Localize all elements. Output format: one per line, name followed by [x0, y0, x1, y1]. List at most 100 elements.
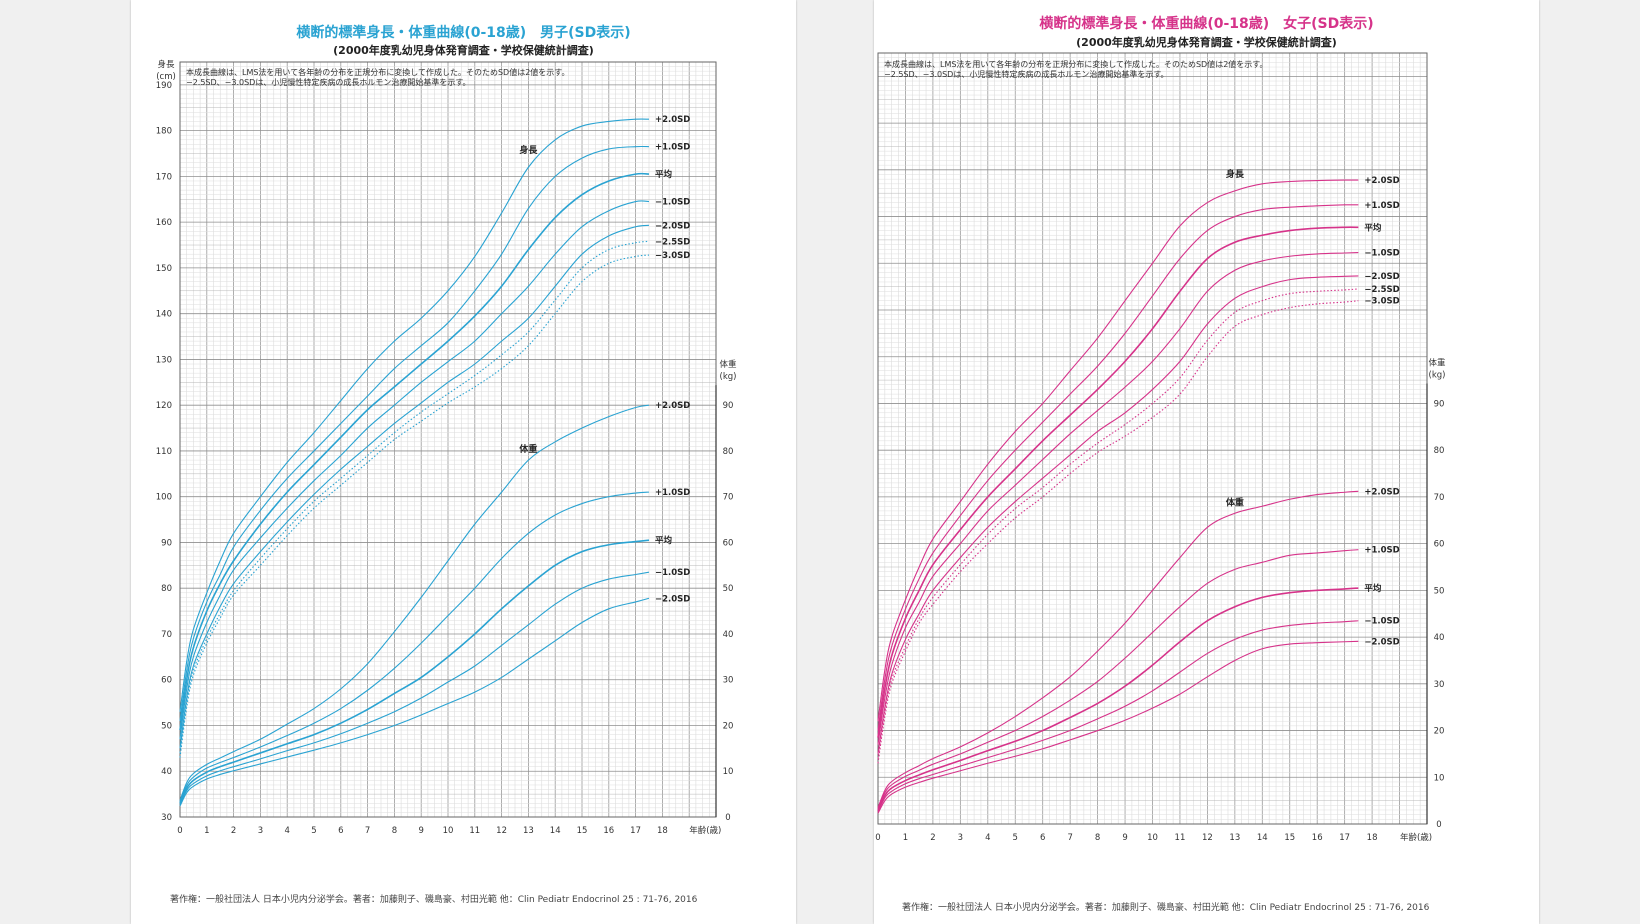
height-series-label: 平均 — [655, 169, 673, 180]
weight-tick-label: 10 — [723, 767, 734, 777]
x-tick-label: 12 — [496, 826, 507, 836]
x-tick-label: 9 — [418, 826, 423, 836]
weight-tick-label: 90 — [1434, 399, 1445, 409]
height-tick-label: 80 — [161, 584, 172, 594]
x-tick-label: 8 — [392, 826, 397, 836]
weight-series-label: −1.0SD — [1364, 617, 1399, 627]
height-tick-label: 130 — [156, 355, 172, 365]
height-tick-label: 70 — [161, 630, 172, 640]
x-tick-label: 10 — [1147, 833, 1158, 843]
weight-axis-label: 体重 — [1428, 357, 1446, 368]
height-series-label: −1.0SD — [655, 198, 690, 208]
height-line-boys — [179, 200, 650, 740]
weight-series-label: 平均 — [655, 535, 673, 546]
x-tick-label: 9 — [1122, 833, 1127, 843]
height-tick-label: 150 — [156, 264, 172, 274]
boys-growth-chart: 本成長曲線は、LMS法を用いて各年齢の分布を正規分布に変換して作成した。そのため… — [156, 59, 737, 836]
height-tick-label: 100 — [156, 493, 172, 503]
height-group-label: 身長 — [1226, 168, 1245, 180]
weight-line-girls — [877, 640, 1359, 814]
x-tick-label: 8 — [1095, 833, 1100, 843]
height-series-label: −2.0SD — [1364, 272, 1399, 282]
weight-line-boys — [179, 491, 650, 803]
weight-group-label: 体重 — [1226, 496, 1244, 508]
height-tick-label: 140 — [156, 310, 172, 320]
x-tick-label: 0 — [177, 826, 182, 836]
weight-line-girls — [877, 620, 1359, 813]
x-tick-label: 4 — [284, 826, 289, 836]
x-tick-label: 7 — [1067, 833, 1072, 843]
x-tick-label: 6 — [1040, 833, 1045, 843]
weight-tick-label: 60 — [1434, 540, 1445, 550]
x-tick-label: 6 — [338, 826, 343, 836]
height-series-label: −2.5SD — [655, 237, 690, 247]
weight-group-label: 体重 — [519, 443, 537, 455]
weight-axis-unit: (kg) — [720, 372, 737, 382]
weight-tick-label: 40 — [723, 630, 734, 640]
note-text: 本成長曲線は、LMS法を用いて各年齢の分布を正規分布に変換して作成した。そのため… — [186, 67, 569, 77]
weight-series-label: −2.0SD — [1364, 637, 1399, 647]
weight-series-label: +2.0SD — [655, 401, 690, 411]
girls-chart-title: 横断的標準身長・体重曲線(0-18歳) 女子(SD表示) — [1039, 16, 1374, 32]
weight-axis-label: 体重 — [719, 359, 737, 370]
height-line-girls — [877, 288, 1359, 759]
x-tick-label: 13 — [1229, 833, 1240, 843]
weight-series-label: +1.0SD — [655, 488, 690, 498]
weight-axis-unit: (kg) — [1429, 370, 1446, 380]
height-tick-label: 180 — [156, 127, 172, 137]
x-tick-label: 3 — [258, 826, 263, 836]
x-tick-label: 11 — [1175, 833, 1186, 843]
height-line-girls — [877, 275, 1359, 754]
height-line-boys — [179, 254, 650, 758]
x-tick-label: 16 — [1312, 833, 1323, 843]
weight-tick-label: 30 — [1434, 680, 1445, 690]
height-series-label: +1.0SD — [1364, 201, 1399, 211]
height-series-label: +1.0SD — [655, 143, 690, 153]
height-line-girls — [877, 204, 1359, 731]
height-series-label: −3.0SD — [1364, 297, 1399, 307]
note-text: −2.5SD、−3.0SDは、小児慢性特定疾病の成長ホルモン治療開始基準を示す。 — [186, 77, 471, 87]
weight-line-boys — [179, 571, 650, 805]
weight-tick-label: 80 — [1434, 446, 1445, 456]
weight-line-boys — [179, 597, 650, 807]
girls-chart-sheet: 横断的標準身長・体重曲線(0-18歳) 女子(SD表示) (2000年度乳幼児身… — [874, 0, 1539, 924]
height-tick-label: 120 — [156, 401, 172, 411]
height-tick-label: 90 — [161, 538, 172, 548]
x-tick-label: 5 — [311, 826, 316, 836]
height-line-girls — [877, 226, 1359, 738]
height-line-girls — [877, 251, 1359, 745]
height-tick-label: 190 — [156, 81, 172, 91]
weight-tick-label: 10 — [1434, 773, 1445, 783]
x-tick-label: 15 — [1284, 833, 1295, 843]
weight-tick-label: 90 — [723, 401, 734, 411]
height-line-girls — [877, 300, 1359, 764]
x-tick-label: 16 — [603, 826, 614, 836]
height-axis-unit: (cm) — [156, 72, 176, 82]
height-tick-label: 160 — [156, 218, 172, 228]
x-tick-label: 7 — [365, 826, 370, 836]
height-line-boys — [179, 118, 650, 712]
height-tick-label: 60 — [161, 676, 172, 686]
weight-line-girls — [877, 549, 1359, 810]
weight-tick-label: 30 — [723, 676, 734, 686]
weight-tick-label: 0 — [725, 813, 730, 823]
height-series-label: −1.0SD — [1364, 249, 1399, 259]
weight-series-label: 平均 — [1364, 583, 1382, 594]
height-series-label: −3.0SD — [655, 251, 690, 261]
girls-growth-chart: 本成長曲線は、LMS法を用いて各年齢の分布を正規分布に変換して作成した。そのため… — [875, 52, 1446, 843]
x-tick-label: 3 — [958, 833, 963, 843]
x-axis-label: 年齢(歳) — [1400, 832, 1432, 843]
boys-chart-sheet: 横断的標準身長・体重曲線(0-18歳) 男子(SD表示) (2000年度乳幼児身… — [131, 0, 796, 924]
x-tick-label: 0 — [875, 833, 880, 843]
weight-line-girls — [877, 490, 1359, 808]
height-tick-label: 110 — [156, 447, 172, 457]
weight-series-label: +1.0SD — [1364, 546, 1399, 556]
height-line-boys — [179, 240, 650, 754]
weight-tick-label: 20 — [723, 721, 734, 731]
height-series-label: +2.0SD — [1364, 176, 1399, 186]
height-line-boys — [179, 172, 650, 731]
x-tick-label: 13 — [523, 826, 534, 836]
height-series-label: +2.0SD — [655, 115, 690, 125]
x-tick-label: 15 — [577, 826, 588, 836]
note-text: −2.5SD、−3.0SDは、小児慢性特定疾病の成長ホルモン治療開始基準を示す。 — [884, 69, 1169, 79]
